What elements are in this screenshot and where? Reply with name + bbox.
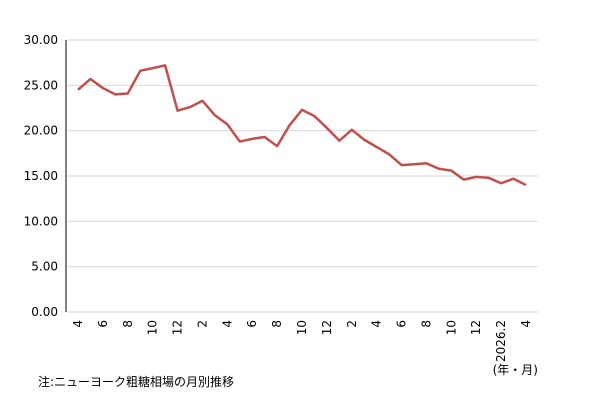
note: 注:ニューヨーク粗糖相場の月別推移 bbox=[38, 374, 234, 389]
x-tick-label: 10 bbox=[444, 320, 458, 335]
x-tick-label: 8 bbox=[270, 320, 284, 328]
y-tick-label: 0.00 bbox=[31, 305, 58, 319]
x-tick-label: 2 bbox=[195, 320, 209, 328]
x-tick-label: 8 bbox=[419, 320, 433, 328]
x-tick-label: 6 bbox=[96, 320, 110, 328]
x-tick-label: 2 bbox=[345, 320, 359, 328]
x-tick-label: 2026.2 bbox=[494, 320, 508, 362]
y-tick-label: 15.00 bbox=[24, 169, 58, 183]
x-tick-label: 12 bbox=[171, 320, 185, 335]
x-tick-label: 10 bbox=[295, 320, 309, 335]
y-tick-label: 5.00 bbox=[31, 260, 58, 274]
x-tick-label: 6 bbox=[395, 320, 409, 328]
x-unit-label: (年・月) bbox=[493, 363, 538, 377]
x-tick-label: 8 bbox=[121, 320, 135, 328]
x-tick-label: 6 bbox=[245, 320, 259, 328]
line bbox=[77, 64, 527, 187]
x-tick-label: 12 bbox=[469, 320, 483, 335]
y-tick-label: 10.00 bbox=[24, 214, 58, 228]
y-tick-label: 30.00 bbox=[24, 33, 58, 47]
x-tick-label: 12 bbox=[320, 320, 334, 335]
x-tick-label: 10 bbox=[146, 320, 160, 335]
x-tick-label: 4 bbox=[370, 320, 384, 328]
y-tick-label: 20.00 bbox=[24, 124, 58, 138]
x-tick-label: 4 bbox=[71, 320, 85, 328]
x-tick-label: 4 bbox=[220, 320, 234, 328]
y-tick-label: 25.00 bbox=[24, 78, 58, 92]
x-tick-label: 4 bbox=[519, 320, 533, 328]
